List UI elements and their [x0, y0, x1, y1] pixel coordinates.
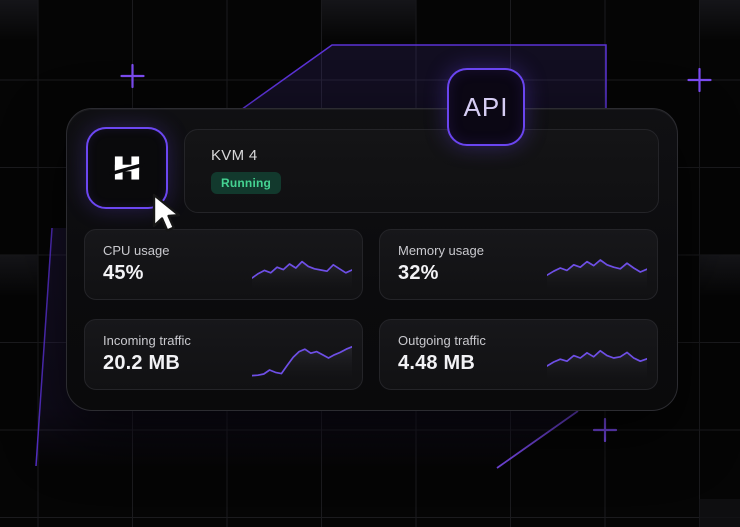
metric-value: 20.2 MB: [103, 352, 180, 374]
metric-label: Outgoing traffic: [398, 333, 486, 348]
hostinger-h-icon: [108, 156, 146, 180]
status-badge: Running: [211, 172, 282, 194]
mouse-cursor: [152, 193, 181, 232]
server-name: KVM 4: [211, 147, 258, 164]
memory-sparkline: [547, 259, 647, 292]
outgoing-traffic-sparkline: [547, 349, 647, 382]
server-info-card: KVM 4 Running: [184, 129, 659, 213]
plus-marker-top-left: [120, 63, 145, 89]
api-badge-label: API: [463, 91, 509, 122]
plus-marker-top-right: [687, 67, 712, 93]
incoming-traffic-sparkline: [252, 345, 352, 382]
metric-value: 45%: [103, 262, 144, 284]
metric-label: Incoming traffic: [103, 333, 191, 348]
server-dashboard-card: KVM 4 Running CPU usage 45% Memory usage…: [66, 108, 678, 411]
metric-value: 4.48 MB: [398, 352, 475, 374]
metric-card-outgoing-traffic: Outgoing traffic 4.48 MB: [379, 319, 658, 390]
plus-marker-bottom: [592, 417, 618, 443]
plus-markers: [120, 63, 712, 443]
metric-card-cpu: CPU usage 45%: [84, 229, 363, 300]
metric-card-incoming-traffic: Incoming traffic 20.2 MB: [84, 319, 363, 390]
decorative-polygon-top: [235, 44, 607, 113]
metric-label: Memory usage: [398, 243, 484, 258]
cpu-sparkline: [252, 260, 352, 292]
metric-value: 32%: [398, 262, 439, 284]
metric-label: CPU usage: [103, 243, 170, 258]
metric-card-memory: Memory usage 32%: [379, 229, 658, 300]
hostinger-logo-tile[interactable]: [86, 127, 168, 209]
api-badge[interactable]: API: [447, 68, 525, 146]
